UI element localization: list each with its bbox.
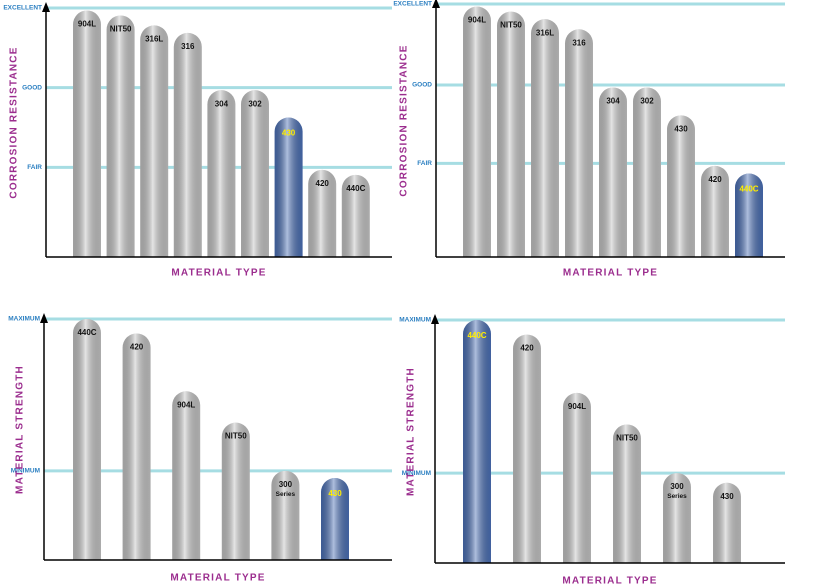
y-axis-label: MATERIAL STRENGTH [406, 367, 417, 496]
bar-shine [713, 482, 741, 563]
bar-label: NIT50 [500, 21, 522, 30]
bar-label: NIT50 [616, 434, 638, 443]
bar-label: 904L [468, 16, 486, 25]
bar-label: 440C [739, 185, 758, 194]
axis-arrow [432, 0, 440, 8]
y-tick-label: MAXIMUM [8, 316, 40, 323]
x-axis-label: MATERIAL TYPE [563, 268, 658, 279]
bar-shine [241, 90, 269, 257]
x-axis-label: MATERIAL TYPE [171, 268, 266, 279]
bar-label: 420 [316, 179, 330, 188]
bar-shine [531, 19, 559, 257]
bar-shine [173, 32, 202, 258]
bar-shine [735, 173, 763, 257]
y-axis-label: MATERIAL STRENGTH [15, 365, 26, 494]
bar-label: 904L [177, 400, 195, 409]
y-tick-label: GOOD [22, 84, 42, 91]
bar-label: NIT50 [110, 25, 132, 34]
bar-label: 420 [708, 175, 722, 184]
bar-shine [308, 169, 337, 257]
y-tick-label: MINIMUM [402, 470, 431, 477]
bar-label: 420 [520, 344, 534, 353]
bar-shine [172, 391, 201, 560]
bar-label: 904L [78, 20, 96, 29]
y-tick-label: EXCELLENT [393, 1, 432, 8]
axis-arrow [40, 313, 48, 323]
x-axis-label: MATERIAL TYPE [562, 576, 657, 586]
bar-shine [207, 90, 236, 257]
bar-shine [663, 473, 691, 563]
bar-label: 300 Series [276, 480, 296, 498]
bar-shine [563, 392, 591, 563]
bar-shine [221, 422, 250, 560]
bar-label: 430 [674, 124, 688, 133]
bar-label: 904L [568, 402, 586, 411]
y-tick-label: EXCELLENT [3, 5, 42, 12]
bar-shine [274, 117, 303, 258]
bar-shine [122, 333, 151, 560]
bar-shine [565, 29, 593, 257]
bar-label: 430 [328, 489, 342, 498]
bar-shine [599, 87, 627, 258]
bar-shine [513, 334, 541, 563]
bar-label: 304 [215, 99, 229, 108]
y-tick-label: MINIMUM [11, 468, 40, 475]
axis-arrow [42, 2, 50, 12]
bar-shine [633, 87, 661, 258]
y-tick-label: FAIR [27, 164, 42, 171]
bar-shine [73, 319, 101, 560]
bar-shine [140, 25, 169, 258]
bar-label: 304 [606, 97, 620, 106]
y-axis-label: CORROSION RESISTANCE [399, 44, 410, 196]
axis-arrow [431, 314, 439, 324]
chart: MINIMUM MAXIMUM 440C 420 904L NIT50 300 Series 4… [399, 314, 785, 586]
bar-label: 316L [536, 28, 554, 37]
bar-shine [341, 174, 370, 257]
bar-label: 440C [346, 184, 365, 193]
bar-shine [73, 10, 101, 257]
x-axis-label: MATERIAL TYPE [170, 573, 265, 584]
bar-shine [497, 11, 525, 258]
bar-label: 300 Series [667, 482, 687, 500]
y-tick-label: MAXIMUM [399, 317, 431, 324]
bar-shine [701, 165, 729, 257]
y-axis-label: CORROSION RESISTANCE [9, 46, 20, 198]
bar-shine [463, 320, 491, 563]
bar-shine [463, 6, 491, 258]
bar-label: 440C [467, 331, 486, 340]
y-tick-label: FAIR [417, 160, 432, 167]
bar-label: 316L [145, 35, 163, 44]
bar-label: 440C [77, 328, 96, 337]
bar-label: 316 [572, 38, 586, 47]
y-tick-label: GOOD [412, 82, 432, 89]
bar-shine [667, 115, 695, 257]
chart: FAIR GOOD EXCELLENT 904L NIT50 316L 316 304 302 4… [393, 0, 785, 279]
bar-shine [271, 470, 300, 560]
bar-shine [106, 15, 135, 257]
bar-label: 302 [248, 99, 262, 108]
bar-label: NIT50 [225, 432, 247, 441]
bar-shine [613, 424, 641, 563]
chart: MINIMUM MAXIMUM 440C 420 904L NIT50 300 Series 4… [8, 313, 392, 584]
chart: FAIR GOOD EXCELLENT 904L NIT50 316L 316 304 302 4… [3, 2, 392, 279]
bar-label: 302 [640, 97, 654, 106]
bar-label: 420 [130, 343, 144, 352]
bar-label: 430 [282, 129, 296, 138]
bar-shine [321, 478, 349, 560]
bar-label: 430 [720, 492, 734, 501]
bar-label: 316 [181, 42, 195, 51]
